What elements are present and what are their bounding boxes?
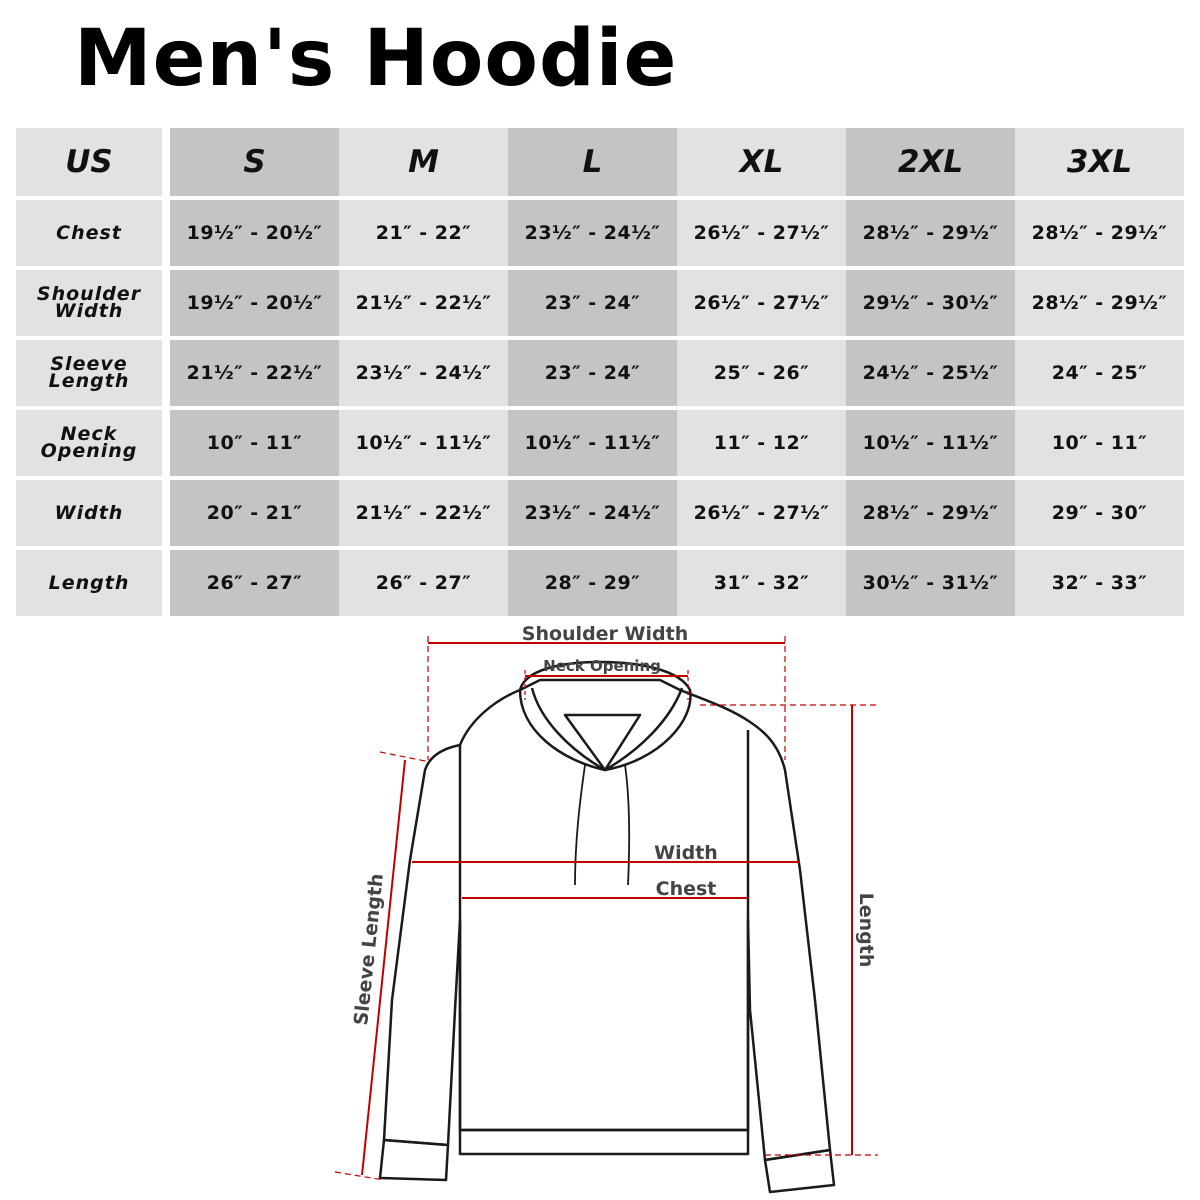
length-label: Length	[855, 893, 877, 968]
table-cell: 10½″ - 11½″	[339, 410, 508, 476]
table-cell: 23½″ - 24½″	[508, 480, 677, 546]
row-label: Width	[16, 480, 162, 546]
table-cell: 28½″ - 29½″	[1015, 270, 1184, 336]
hoodie-outline	[378, 660, 836, 1194]
table-cell: 28″ - 29″	[508, 550, 677, 616]
shoulder-width-label: Shoulder Width	[522, 623, 688, 645]
row-label: Sleeve Length	[16, 340, 162, 406]
region-header: US	[16, 128, 162, 196]
table-cell: 29½″ - 30½″	[846, 270, 1015, 336]
table-cell: 19½″ - 20½″	[170, 200, 339, 266]
size-header-3xl: 3XL	[1015, 128, 1184, 196]
size-header-2xl: 2XL	[846, 128, 1015, 196]
table-cell: 24″ - 25″	[1015, 340, 1184, 406]
table-cell: 26½″ - 27½″	[677, 270, 846, 336]
table-cell: 25″ - 26″	[677, 340, 846, 406]
row-label: Neck Opening	[16, 410, 162, 476]
size-header-l: L	[508, 128, 677, 196]
table-cell: 21″ - 22″	[339, 200, 508, 266]
neck-opening-label: Neck Opening	[543, 657, 661, 675]
table-cell: 23½″ - 24½″	[508, 200, 677, 266]
table-cell: 23½″ - 24½″	[339, 340, 508, 406]
table-cell: 10½″ - 11½″	[846, 410, 1015, 476]
table-cell: 23″ - 24″	[508, 340, 677, 406]
row-label-line: Width	[54, 501, 124, 524]
size-header-s: S	[170, 128, 339, 196]
row-label-line: Opening	[40, 440, 138, 462]
page-title: Men's Hoodie	[74, 14, 678, 104]
row-label-line: Sleeve	[50, 353, 128, 375]
table-cell: 10″ - 11″	[170, 410, 339, 476]
row-label-line: Chest	[56, 221, 122, 244]
table-cell: 30½″ - 31½″	[846, 550, 1015, 616]
table-cell: 32″ - 33″	[1015, 550, 1184, 616]
table-cell: 26″ - 27″	[170, 550, 339, 616]
width-label: Width	[654, 842, 718, 864]
table-cell: 28½″ - 29½″	[846, 200, 1015, 266]
table-cell: 21½″ - 22½″	[339, 270, 508, 336]
row-label-line: Shoulder	[36, 283, 142, 305]
row-label: Chest	[16, 200, 162, 266]
chest-label: Chest	[656, 878, 717, 900]
table-cell: 21½″ - 22½″	[339, 480, 508, 546]
sleeve-length-label: Sleeve Length	[350, 872, 388, 1026]
table-cell: 26½″ - 27½″	[677, 200, 846, 266]
row-label: Shoulder Width	[16, 270, 162, 336]
size-header-m: M	[339, 128, 508, 196]
table-cell: 10″ - 11″	[1015, 410, 1184, 476]
table-cell: 11″ - 12″	[677, 410, 846, 476]
table-cell: 24½″ - 25½″	[846, 340, 1015, 406]
row-label-line: Length	[48, 370, 130, 392]
table-cell: 19½″ - 20½″	[170, 270, 339, 336]
table-cell: 20″ - 21″	[170, 480, 339, 546]
table-cell: 26″ - 27″	[339, 550, 508, 616]
row-label-line: Length	[48, 571, 130, 594]
table-cell: 26½″ - 27½″	[677, 480, 846, 546]
table-cell: 29″ - 30″	[1015, 480, 1184, 546]
table-cell: 28½″ - 29½″	[1015, 200, 1184, 266]
row-label: Length	[16, 550, 162, 616]
row-label-line: Neck	[60, 423, 118, 445]
table-cell: 23″ - 24″	[508, 270, 677, 336]
table-cell: 21½″ - 22½″	[170, 340, 339, 406]
row-label-line: Width	[54, 300, 124, 322]
table-cell: 10½″ - 11½″	[508, 410, 677, 476]
measurement-lines	[334, 636, 878, 1181]
table-cell: 28½″ - 29½″	[846, 480, 1015, 546]
size-header-xl: XL	[677, 128, 846, 196]
table-cell: 31″ - 32″	[677, 550, 846, 616]
